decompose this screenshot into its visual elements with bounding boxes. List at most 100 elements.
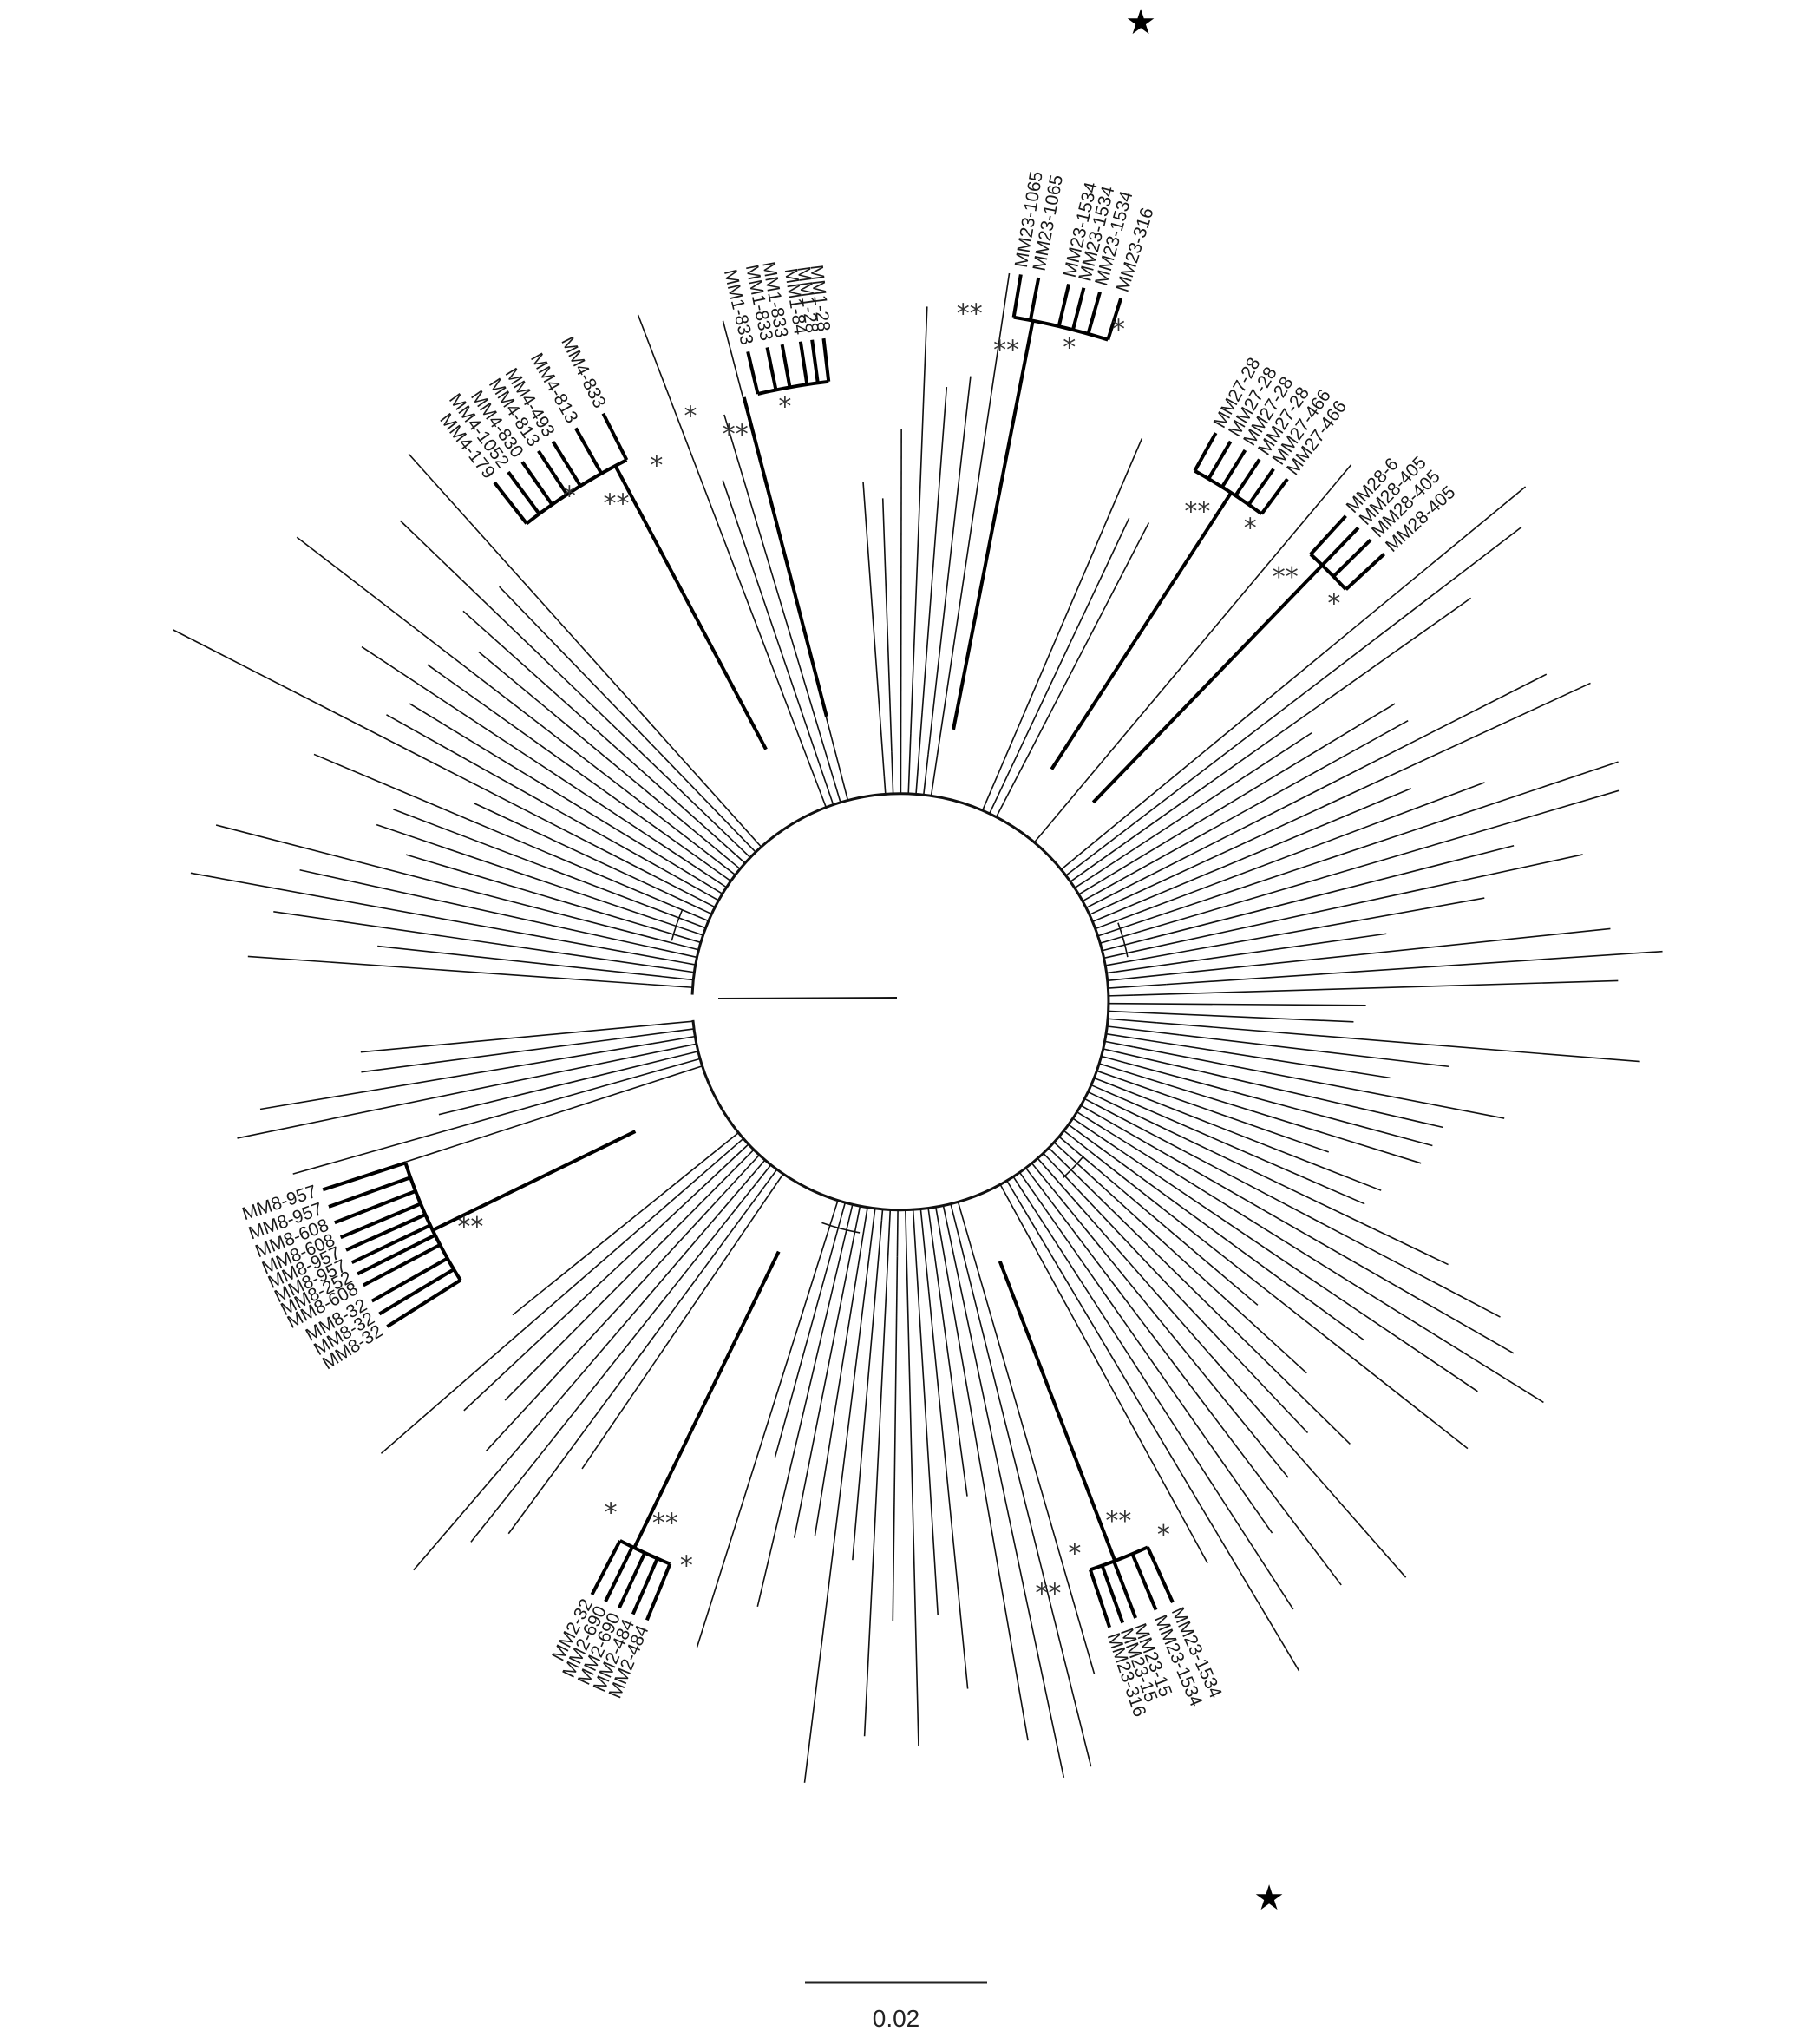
support-marker: * <box>1157 1520 1170 1550</box>
clade-tip-branch <box>386 1278 461 1328</box>
internal-branch <box>693 865 728 888</box>
clade-stem <box>952 320 1035 730</box>
internal-branch <box>1043 1152 1073 1184</box>
clade-tip-branch <box>1089 1569 1112 1628</box>
internal-branch <box>682 846 732 882</box>
internal-branch <box>1094 1077 1147 1099</box>
clade-tip-branch <box>1086 292 1102 335</box>
tip-branch <box>474 803 694 907</box>
internal-branch <box>1100 930 1142 945</box>
support-marker: ** <box>1035 1579 1061 1609</box>
internal-branch <box>1099 1063 1166 1085</box>
internal-branch <box>1048 1147 1057 1156</box>
internal-branch <box>650 906 706 929</box>
clade-stem <box>1050 491 1233 770</box>
tip-branch <box>852 1220 883 1561</box>
support-marker: * <box>778 391 791 422</box>
internal-branch <box>886 1209 892 1287</box>
tip-branch <box>1070 1183 1309 1434</box>
internal-branch <box>957 1202 972 1247</box>
tip-branch <box>247 955 648 986</box>
internal-branch <box>643 869 716 908</box>
tip-branch <box>438 1058 667 1116</box>
clade-tip-branch <box>1345 553 1385 591</box>
tip-branch <box>936 272 1011 756</box>
clade-mm1: MM1-833MM1-833MM1-833MM1-84MM1-28MM1-28*… <box>684 260 834 717</box>
support-marker: ** <box>993 335 1019 365</box>
tip-branch <box>1122 597 1472 845</box>
tip-branch <box>259 1042 654 1110</box>
internal-branch <box>684 1137 744 1190</box>
clade-tip-branch <box>378 1268 455 1316</box>
tip-branch <box>1110 761 1619 933</box>
internal-branch <box>1108 994 1134 997</box>
tip-branch <box>1117 486 1527 823</box>
tip-branch <box>409 703 654 853</box>
internal-branch <box>999 1184 1038 1252</box>
clade-tip-branch <box>345 1213 427 1252</box>
internal-branch <box>930 755 939 796</box>
tip-branch <box>921 386 948 714</box>
clade-mm23-top: MM23-1065MM23-1065MM23-1534MM23-1534MM23… <box>952 170 1158 730</box>
clade-arc <box>1309 553 1348 591</box>
clade-tip-branch <box>1220 449 1247 488</box>
internal-branch <box>763 1169 778 1188</box>
internal-branch <box>1068 1124 1092 1142</box>
tip-branch <box>1125 1062 1433 1147</box>
internal-branch <box>1060 822 1119 870</box>
clade-stem <box>632 1250 781 1549</box>
clade-tip-branch <box>1146 1546 1175 1603</box>
internal-branch <box>818 763 834 806</box>
tip-branch <box>1181 897 1485 953</box>
tip-branch <box>1103 719 1409 891</box>
clade-mm4: MM4-179MM4-1052MM4-830MM4-813MM4-493MM4-… <box>435 334 768 750</box>
support-marker: * <box>684 402 697 432</box>
tip-branch <box>1104 1129 1544 1404</box>
internal-branch <box>751 836 762 848</box>
internal-branch <box>1106 1032 1152 1042</box>
internal-branch <box>988 788 1002 815</box>
tip-branch <box>1099 787 1412 920</box>
tip-branch <box>408 453 754 838</box>
support-marker: * <box>1068 1539 1081 1569</box>
tip-branch <box>915 1268 939 1615</box>
clade-stem <box>998 1261 1117 1562</box>
root-branch <box>717 997 898 999</box>
clade-tip-branch <box>1011 274 1023 318</box>
tip-branch <box>1062 1200 1289 1478</box>
tip-branch <box>1115 933 1387 973</box>
tip-branch <box>637 314 818 784</box>
tip-branch <box>1117 1125 1515 1354</box>
tip-branch <box>273 911 654 967</box>
internal-branch <box>1102 936 1154 952</box>
internal-branch <box>1104 1040 1134 1048</box>
clade-arc <box>403 1162 462 1281</box>
tip-branch <box>370 1078 660 1175</box>
clade-stem <box>431 1130 637 1232</box>
clade-tip-branch <box>1057 284 1071 327</box>
tip-branch <box>1144 782 1485 911</box>
clade-tip-branch <box>617 1552 647 1609</box>
internal-branch <box>718 861 736 876</box>
subclade-arc <box>671 908 684 941</box>
scale-bar: 0.02 <box>805 1981 987 2032</box>
clade-tip-branch <box>507 470 541 515</box>
internal-branch <box>1092 918 1100 923</box>
internal-branch <box>1090 1084 1128 1102</box>
tip-branch <box>1070 1195 1407 1578</box>
tip-branch <box>463 1167 724 1412</box>
tip-branch <box>1139 673 1548 881</box>
clade-tip-branch <box>1106 298 1123 341</box>
tip-branch <box>1156 1021 1640 1063</box>
subclade-arc <box>1117 922 1129 958</box>
star-marker: ★ <box>1125 3 1156 43</box>
tip-branch <box>1114 682 1591 904</box>
tip-branch <box>361 645 694 867</box>
tip-branch <box>862 482 886 777</box>
internal-branch <box>1097 930 1112 937</box>
internal-branch <box>1065 827 1129 876</box>
clade-tip-branch <box>1112 1560 1137 1619</box>
clade-tip-branch <box>765 347 778 390</box>
